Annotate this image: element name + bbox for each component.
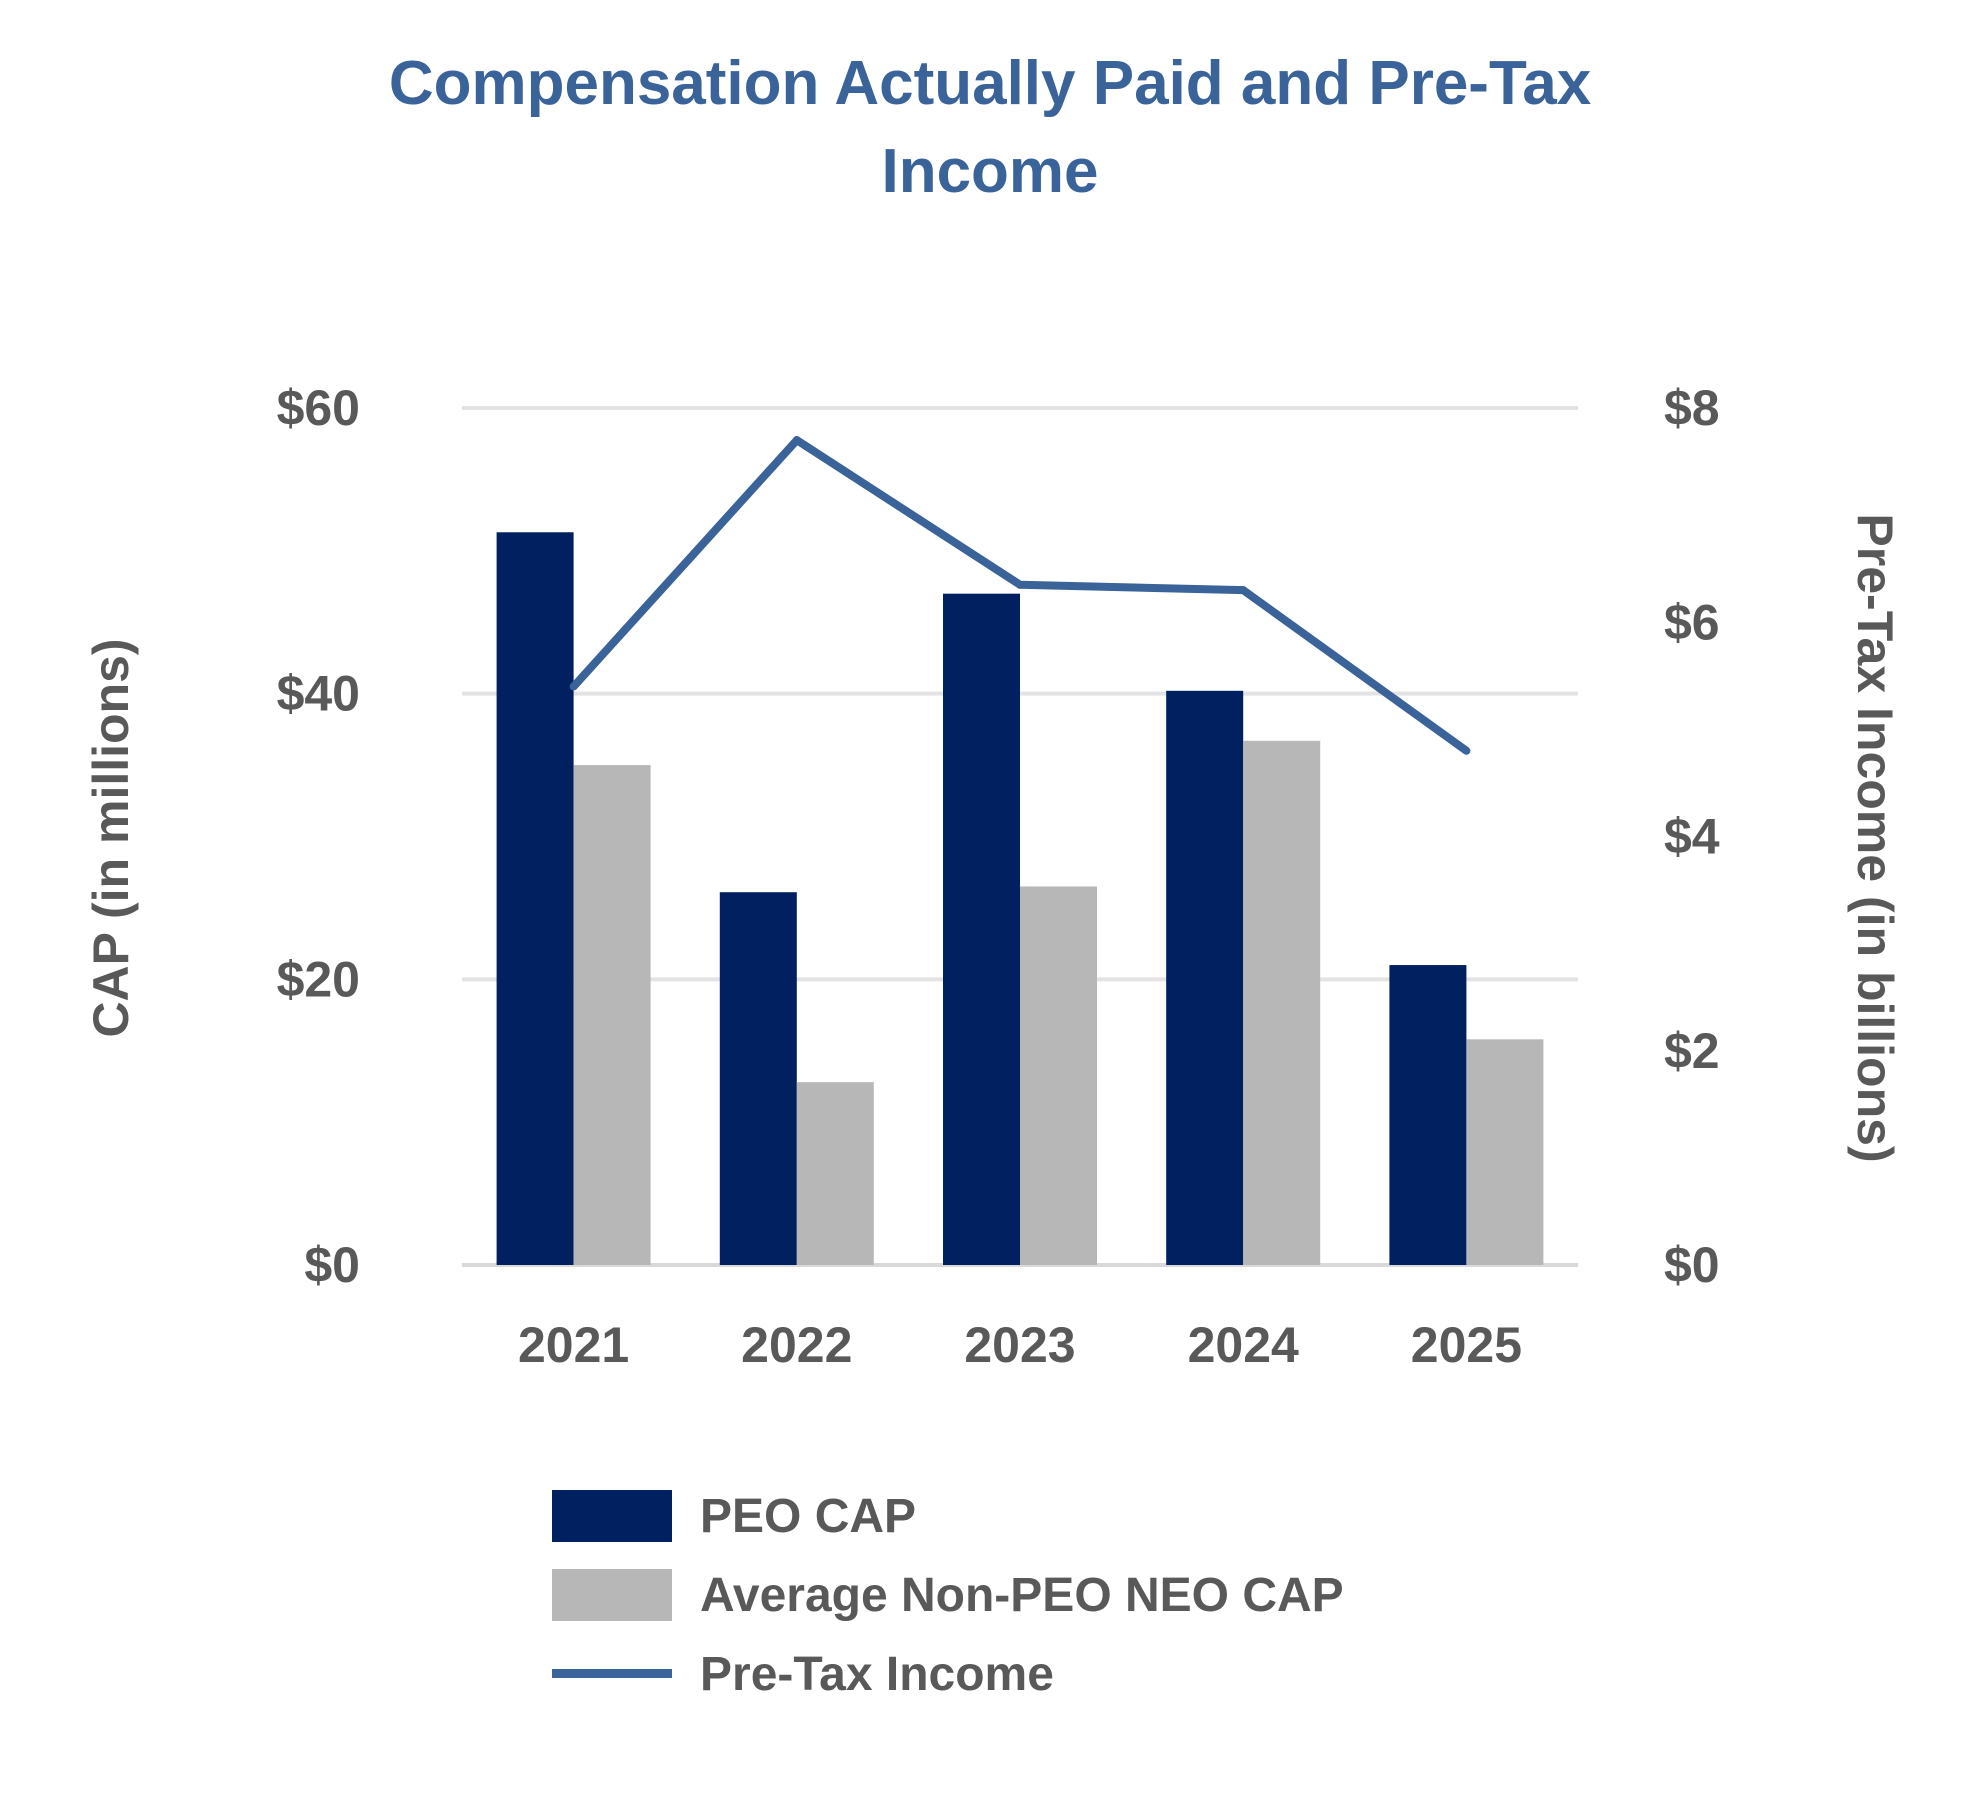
x-tick-label: 2021 (518, 1317, 629, 1373)
left-axis-title: CAP (in millions) (83, 638, 139, 1037)
chart-title-line-1: Compensation Actually Paid and Pre-Tax (388, 49, 1592, 118)
right-axis-title: Pre-Tax Income (in billions) (1847, 513, 1903, 1162)
right-tick-label: $4 (1664, 809, 1720, 865)
bar-peo-cap-2024 (1166, 690, 1244, 1265)
bar-peo-cap-2023 (943, 593, 1020, 1265)
bar-peo-cap-2021 (496, 532, 574, 1265)
bar-average-non-peo-neo-cap-2023 (1020, 886, 1097, 1265)
legend-item-peo-cap: PEO CAP (552, 1489, 1344, 1543)
right-tick-label: $0 (1664, 1237, 1720, 1293)
bar-average-non-peo-neo-cap-2024 (1243, 740, 1321, 1265)
left-tick-label: $40 (277, 666, 360, 722)
x-axis-ticks: 2021 2022 2023 2024 2025 (518, 1317, 1522, 1373)
right-tick-label: $6 (1664, 594, 1720, 650)
x-tick-label: 2022 (741, 1317, 852, 1373)
pre-tax-income-point-2024 (1239, 586, 1248, 595)
chart-title-line-2: Income (881, 137, 1099, 206)
legend-label-peo-cap: PEO CAP (700, 1489, 917, 1543)
bar-average-non-peo-neo-cap-2022 (796, 1082, 874, 1265)
x-tick-label: 2025 (1411, 1317, 1522, 1373)
legend-item-average-non-peo-neo-cap: Average Non-PEO NEO CAP (552, 1568, 1344, 1622)
bar-peo-cap-2025 (1389, 965, 1467, 1265)
pre-tax-income-point-2021 (569, 682, 578, 691)
legend-label-average-non-peo-neo-cap: Average Non-PEO NEO CAP (700, 1568, 1344, 1622)
left-tick-label: $60 (277, 380, 360, 436)
bars (496, 532, 1544, 1265)
legend-swatch-peo-cap (552, 1490, 672, 1542)
legend: PEO CAP Average Non-PEO NEO CAP Pre-Tax … (552, 1490, 1344, 1727)
pre-tax-income-point-2022 (792, 436, 801, 445)
pre-tax-income-point-2023 (1016, 580, 1024, 589)
bar-peo-cap-2022 (719, 892, 797, 1265)
bar-average-non-peo-neo-cap-2021 (573, 765, 651, 1265)
pre-tax-income-point-2025 (1462, 746, 1471, 755)
left-tick-label: $20 (277, 951, 360, 1007)
pre-tax-income-line-group (569, 436, 1471, 755)
x-tick-label: 2024 (1188, 1317, 1299, 1373)
legend-label-pre-tax-income: Pre-Tax Income (700, 1647, 1054, 1701)
x-tick-label: 2023 (964, 1317, 1075, 1373)
left-tick-label: $0 (304, 1237, 360, 1293)
right-tick-label: $8 (1664, 380, 1720, 436)
right-tick-label: $2 (1664, 1023, 1720, 1079)
left-axis-ticks: $0 $20 $40 $60 (277, 380, 360, 1293)
legend-item-pre-tax-income: Pre-Tax Income (552, 1647, 1344, 1701)
legend-swatch-average-non-peo-neo-cap (552, 1569, 672, 1621)
right-axis-ticks: $0 $2 $4 $6 $8 (1664, 380, 1720, 1293)
bar-average-non-peo-neo-cap-2025 (1466, 1039, 1544, 1265)
legend-swatch-pre-tax-income (552, 1669, 672, 1678)
